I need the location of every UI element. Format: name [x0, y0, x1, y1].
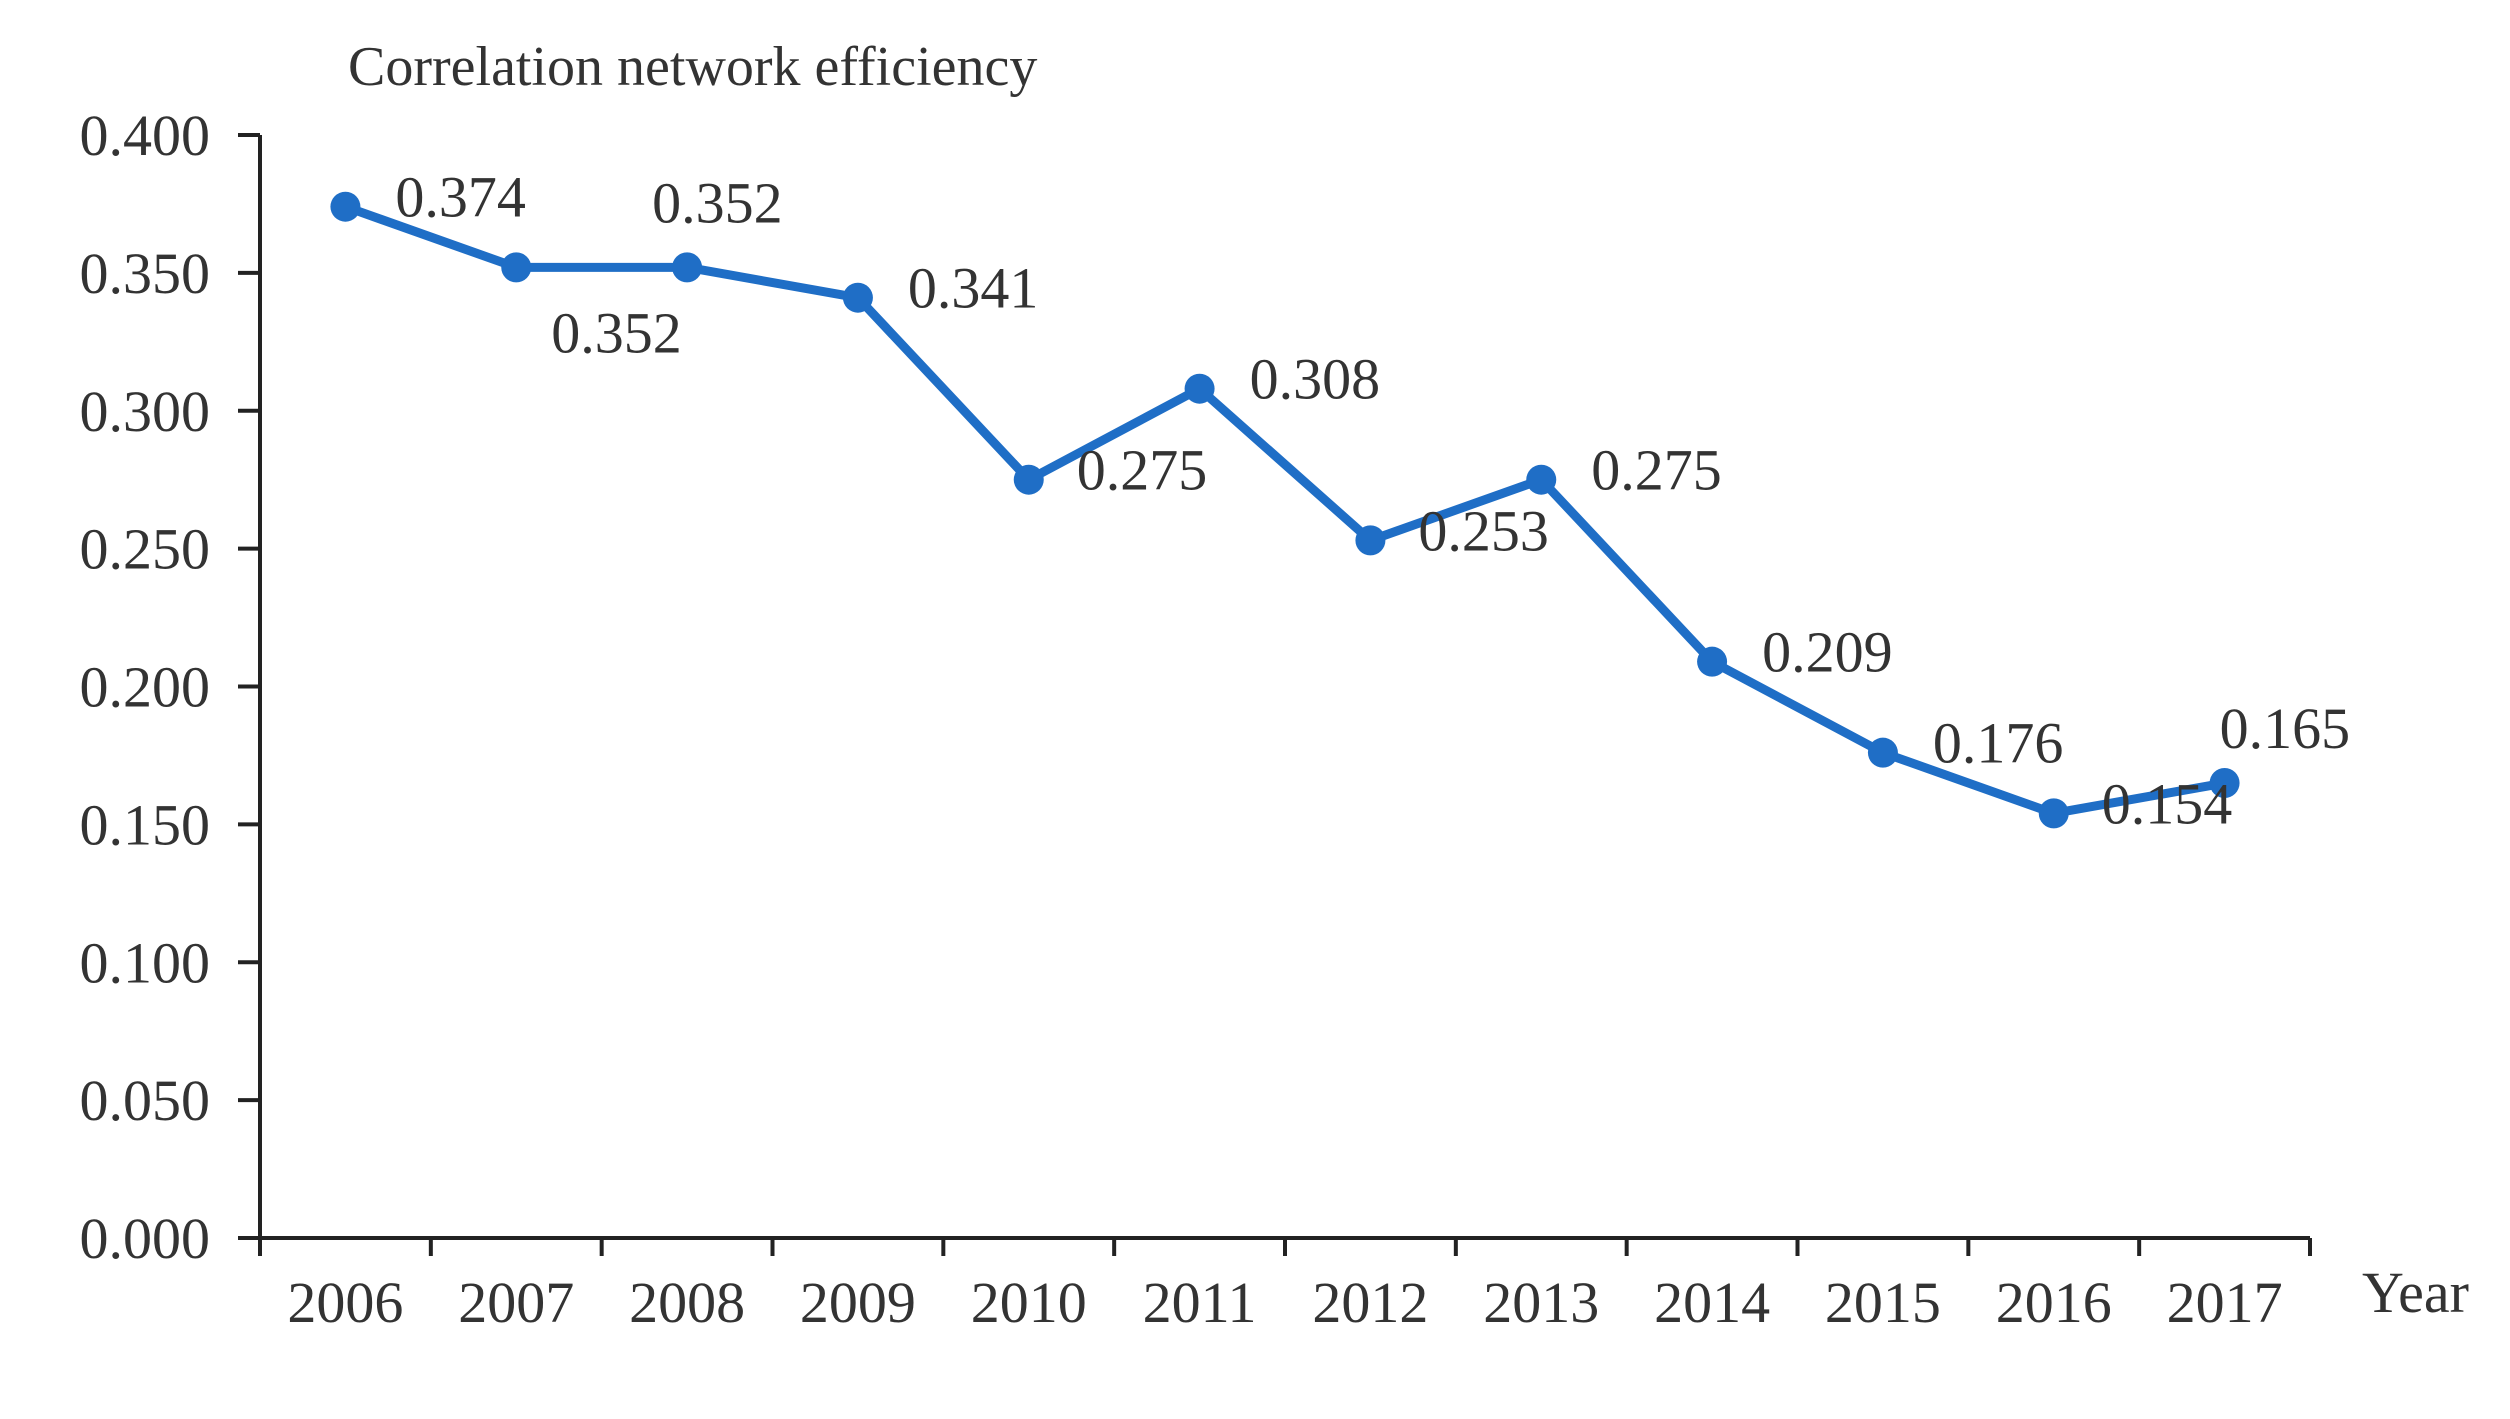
data-label: 0.308 [1250, 347, 1381, 412]
data-point [672, 252, 703, 283]
x-tick-label: 2010 [971, 1270, 1087, 1335]
x-axis: 2006 2007 2008 2009 2010 2011 2012 2013 2014 2015… [258, 1236, 2312, 1335]
data-point [1697, 646, 1728, 677]
x-tick-label: 2013 [1483, 1270, 1599, 1335]
y-tick-label: 0.350 [80, 241, 211, 306]
data-label: 0.352 [551, 300, 682, 365]
x-tick-label: 2007 [458, 1270, 574, 1335]
y-tick-label: 0.000 [80, 1206, 211, 1271]
data-label: 0.209 [1762, 620, 1893, 685]
y-tick-label: 0.400 [80, 103, 211, 168]
data-label: 0.176 [1933, 711, 2063, 776]
y-tick-label: 0.100 [80, 930, 211, 995]
x-tick-label: 2012 [1312, 1270, 1428, 1335]
data-point [501, 252, 532, 283]
data-label: 0.352 [652, 170, 783, 235]
x-tick-label: 2017 [2167, 1270, 2283, 1335]
data-label: 0.154 [2102, 771, 2233, 836]
x-tick-label: 2011 [1143, 1270, 1257, 1335]
x-tick-label: 2006 [287, 1270, 403, 1335]
data-point [2038, 798, 2069, 829]
y-tick-label: 0.150 [80, 792, 211, 857]
x-tick-label: 2015 [1825, 1270, 1941, 1335]
x-axis-label: Year [2362, 1260, 2469, 1325]
y-axis: 0.000 0.050 0.100 0.150 0.200 0.250 0.300 0.350… [80, 103, 262, 1271]
data-point [330, 191, 361, 222]
x-tick-label: 2014 [1654, 1270, 1770, 1335]
series-layer: 0.374 0.352 0.352 0.341 0.275 0.308 0.253 0.275… [330, 165, 2351, 836]
data-point [2209, 768, 2240, 799]
chart-title: Correlation network efficiency [348, 36, 1037, 98]
series-line [340, 202, 2230, 818]
data-point [1526, 464, 1557, 495]
y-tick-label: 0.250 [80, 517, 211, 582]
data-point [1013, 464, 1044, 495]
data-label: 0.165 [2220, 696, 2351, 761]
y-tick-label: 0.050 [80, 1068, 211, 1133]
data-label: 0.374 [395, 165, 525, 230]
x-tick-label: 2016 [1996, 1270, 2112, 1335]
data-label: 0.275 [1077, 438, 1208, 503]
data-point [1867, 737, 1898, 768]
data-point [1355, 525, 1386, 556]
data-label: 0.253 [1418, 498, 1549, 563]
data-label: 0.341 [908, 256, 1039, 321]
data-label: 0.275 [1591, 438, 1722, 503]
data-point [842, 282, 873, 313]
y-tick-label: 0.200 [80, 655, 211, 720]
y-tick-label: 0.300 [80, 379, 211, 444]
x-tick-label: 2009 [800, 1270, 916, 1335]
data-point [1184, 373, 1215, 404]
x-tick-label: 2008 [629, 1270, 745, 1335]
